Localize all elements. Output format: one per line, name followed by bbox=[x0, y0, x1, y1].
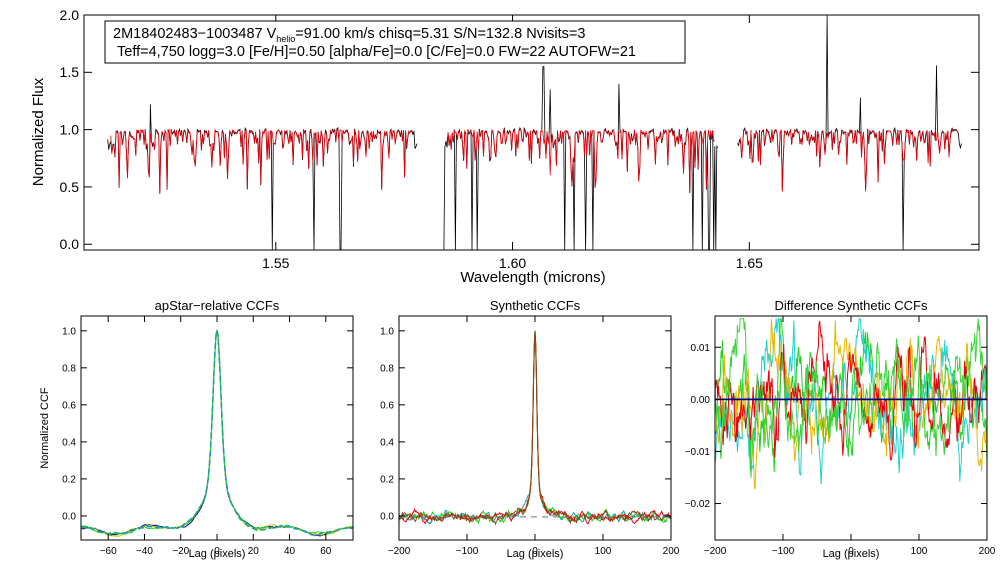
ccf-difference-traces bbox=[714, 317, 988, 490]
x-tick-label: 1.55 bbox=[262, 255, 289, 271]
y-tick-label: 0.5 bbox=[60, 179, 80, 195]
x-tick-label: 1.65 bbox=[736, 255, 763, 271]
x-tick-label: 60 bbox=[320, 546, 332, 557]
y-tick-label: 0.0 bbox=[380, 511, 394, 522]
ccf-difference-diff4-line bbox=[714, 320, 988, 461]
x-tick-label: −60 bbox=[100, 546, 117, 557]
x-tick-label: 20 bbox=[248, 546, 260, 557]
spectrum-ticks: 1.55 1.60 1.65 0.0 0.5 1.0 1.5 2.0 bbox=[60, 7, 979, 271]
ccf-synthetic-frame bbox=[398, 315, 672, 541]
ccf-apstar-title: apStar−relative CCFs bbox=[155, 298, 280, 313]
y-tick-label: −0.01 bbox=[685, 447, 711, 458]
annotation-line-2: Teff=4,750 logg=3.0 [Fe/H]=0.50 [alpha/F… bbox=[117, 44, 636, 60]
y-tick-label: 0.2 bbox=[380, 474, 394, 485]
x-tick-label: 100 bbox=[595, 546, 612, 557]
y-tick-label: 0.2 bbox=[62, 474, 76, 485]
x-tick-label: −100 bbox=[772, 546, 795, 557]
x-tick-label: 40 bbox=[284, 546, 296, 557]
annotation-line-1: 2M18402483−1003487 Vhelio=91.00 km/s chi… bbox=[113, 26, 585, 44]
y-tick-label: 0.01 bbox=[691, 343, 711, 354]
annotation-box bbox=[104, 20, 686, 64]
y-tick-label: 1.0 bbox=[62, 326, 76, 337]
y-tick-label: 0.6 bbox=[62, 400, 76, 411]
x-tick-label: 0 bbox=[214, 546, 220, 557]
ccf-apstar-visit1-line bbox=[80, 328, 354, 537]
ccf-difference-panel: −200 −100 0 100 200 −0.02 −0.01 0.00 0.01 Differ… bbox=[685, 298, 996, 560]
ccf-synthetic-title: Synthetic CCFs bbox=[490, 298, 581, 313]
y-tick-label: 0.4 bbox=[62, 437, 76, 448]
ccf-apstar-visit2-line bbox=[80, 330, 354, 538]
ccf-difference-title: Difference Synthetic CCFs bbox=[775, 298, 928, 313]
observed-spectrum-line bbox=[443, 66, 719, 251]
y-tick-label: 0.0 bbox=[60, 236, 80, 252]
x-tick-label: 0 bbox=[532, 546, 538, 557]
x-tick-label: −200 bbox=[388, 546, 411, 557]
ccf-difference-xlabel: Lag (pixels) bbox=[823, 548, 880, 560]
spectrum-frame bbox=[83, 14, 980, 251]
y-tick-label: 0.0 bbox=[62, 511, 76, 522]
x-tick-label: 0 bbox=[848, 546, 854, 557]
y-tick-label: 1.5 bbox=[60, 64, 80, 80]
y-tick-label: 0.4 bbox=[380, 437, 394, 448]
x-tick-label: 1.60 bbox=[499, 255, 526, 271]
y-tick-label: 0.00 bbox=[691, 395, 711, 406]
ccf-apstar-frame bbox=[80, 315, 354, 541]
x-tick-label: −20 bbox=[172, 546, 189, 557]
x-tick-label: 100 bbox=[911, 546, 928, 557]
ccf-synthetic-xlabel: Lag (pixels) bbox=[507, 548, 564, 560]
model-spectrum-line bbox=[740, 128, 959, 192]
x-tick-label: −200 bbox=[704, 546, 727, 557]
ccf-synthetic-traces bbox=[398, 330, 672, 526]
model-spectrum-line bbox=[110, 128, 415, 194]
observed-spectrum-line bbox=[107, 104, 418, 251]
model-spectrum-line bbox=[446, 128, 716, 192]
x-tick-label: −40 bbox=[136, 546, 153, 557]
ccf-synthetic-visit4-line bbox=[398, 330, 672, 526]
ccf-difference-diff2-line bbox=[714, 318, 988, 485]
ccf-apstar-combined-line bbox=[80, 330, 354, 537]
y-tick-label: 1.0 bbox=[380, 326, 394, 337]
y-tick-label: −0.02 bbox=[685, 499, 711, 510]
y-tick-label: 0.8 bbox=[62, 363, 76, 374]
x-tick-label: −100 bbox=[456, 546, 479, 557]
y-tick-label: 2.0 bbox=[60, 7, 80, 23]
spectrum-traces bbox=[107, 14, 962, 251]
spectrum-panel: 1.55 1.60 1.65 0.0 0.5 1.0 1.5 2.0 2M18402483−1… bbox=[30, 7, 980, 286]
ccf-difference-ticks: −200 −100 0 100 200 −0.02 −0.01 0.00 0.01 bbox=[685, 316, 996, 557]
ccf-apstar-traces bbox=[80, 328, 354, 538]
ccf-apstar-ticks: −60 −40 −20 0 20 40 60 0.0 0.2 0.4 0.6 0.8 1.0 bbox=[62, 316, 353, 557]
ccf-apstar-panel: −60 −40 −20 0 20 40 60 0.0 0.2 0.4 0.6 0.8 1.0 apSta… bbox=[39, 298, 354, 560]
y-tick-label: 0.6 bbox=[380, 400, 394, 411]
ccf-synthetic-ticks: −200 −100 0 100 200 0.0 0.2 0.4 0.6 0.8 1.0 bbox=[380, 316, 680, 557]
y-tick-label: 0.8 bbox=[380, 363, 394, 374]
ccf-apstar-visit3-line bbox=[80, 329, 354, 536]
x-tick-label: 200 bbox=[663, 546, 680, 557]
ccf-synthetic-panel: −200 −100 0 100 200 0.0 0.2 0.4 0.6 0.8 1.0 Synthe… bbox=[380, 298, 680, 560]
y-tick-label: 1.0 bbox=[60, 122, 80, 138]
spectrum-ylabel: Normalized Flux bbox=[30, 77, 47, 186]
ccf-synthetic-visit1-line bbox=[398, 330, 672, 525]
ccf-apstar-xlabel: Lag (pixels) bbox=[189, 548, 246, 560]
ccf-difference-diff1-line bbox=[714, 317, 988, 472]
ccf-apstar-ylabel: Normalized CCF bbox=[39, 387, 51, 469]
ccf-synthetic-visit3-line bbox=[398, 330, 672, 525]
ccf-synthetic-visit2-line bbox=[398, 330, 672, 525]
x-tick-label: 200 bbox=[979, 546, 996, 557]
spectrum-xlabel: Wavelength (microns) bbox=[460, 269, 605, 286]
